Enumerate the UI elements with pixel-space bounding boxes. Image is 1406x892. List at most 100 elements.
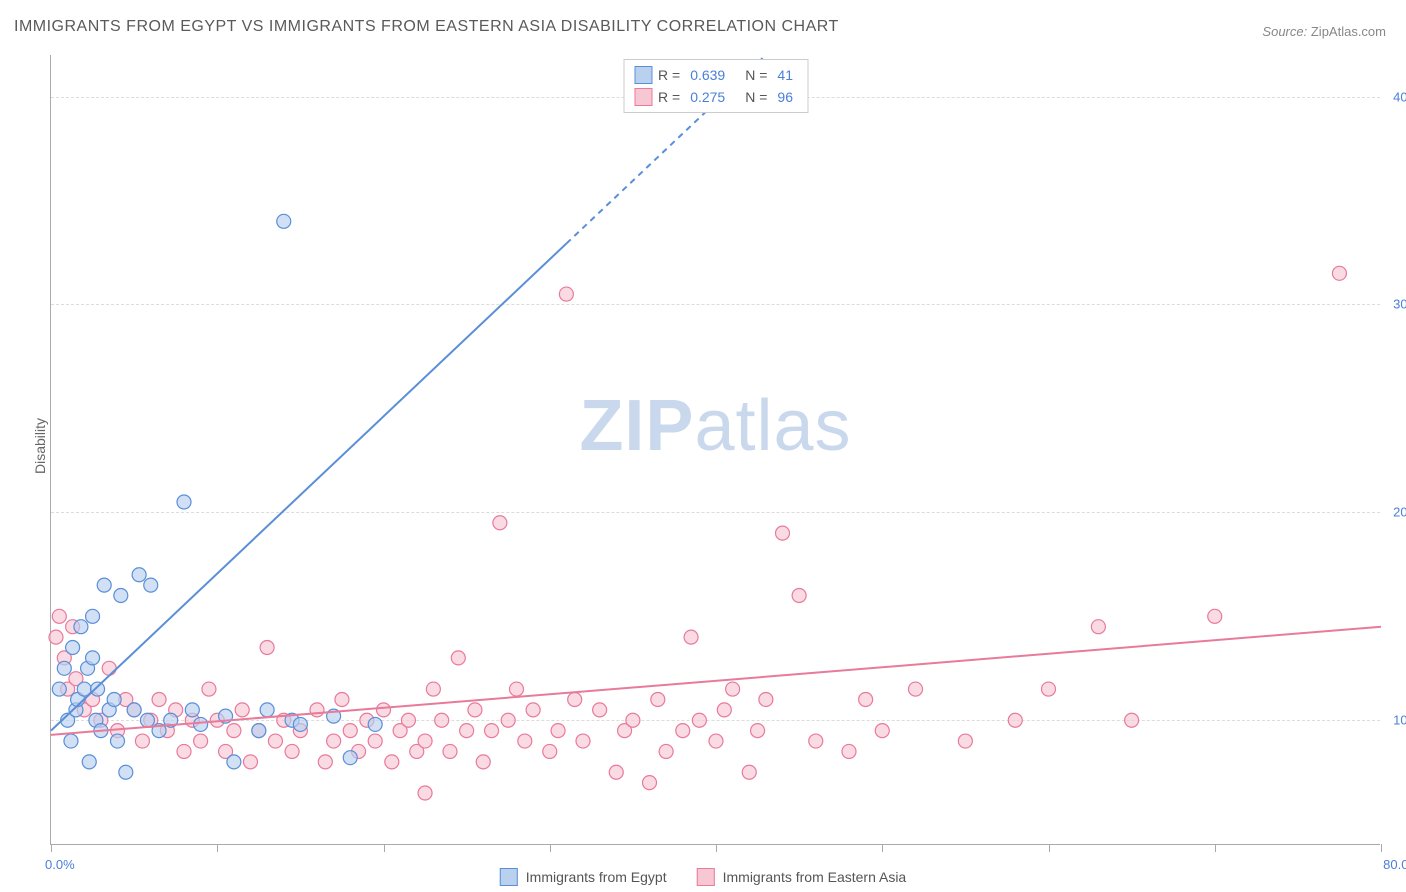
scatter-point bbox=[368, 734, 382, 748]
legend-n-label-0: N = bbox=[745, 67, 767, 83]
scatter-point bbox=[676, 724, 690, 738]
scatter-point bbox=[726, 682, 740, 696]
scatter-point bbox=[551, 724, 565, 738]
scatter-point bbox=[717, 703, 731, 717]
scatter-point bbox=[194, 734, 208, 748]
scatter-point bbox=[227, 755, 241, 769]
xtick bbox=[51, 844, 52, 852]
scatter-point bbox=[809, 734, 823, 748]
series-legend: Immigrants from Egypt Immigrants from Ea… bbox=[500, 868, 906, 886]
scatter-point bbox=[177, 744, 191, 758]
scatter-point bbox=[510, 682, 524, 696]
scatter-point bbox=[127, 703, 141, 717]
legend-n-value-0: 41 bbox=[777, 67, 793, 83]
scatter-point bbox=[692, 713, 706, 727]
scatter-point bbox=[709, 734, 723, 748]
scatter-point bbox=[1042, 682, 1056, 696]
scatter-point bbox=[119, 765, 133, 779]
scatter-point bbox=[593, 703, 607, 717]
series-name-1: Immigrants from Eastern Asia bbox=[723, 869, 907, 885]
chart-title: IMMIGRANTS FROM EGYPT VS IMMIGRANTS FROM… bbox=[14, 18, 839, 36]
scatter-point bbox=[451, 651, 465, 665]
xtick bbox=[716, 844, 717, 852]
scatter-point bbox=[526, 703, 540, 717]
scatter-point bbox=[285, 744, 299, 758]
source-value: ZipAtlas.com bbox=[1311, 24, 1386, 39]
scatter-point bbox=[235, 703, 249, 717]
scatter-point bbox=[177, 495, 191, 509]
source-label: Source: bbox=[1262, 24, 1307, 39]
scatter-point bbox=[310, 703, 324, 717]
y-axis-label: Disability bbox=[32, 418, 48, 474]
legend-swatch-0 bbox=[634, 66, 652, 84]
xtick bbox=[1049, 844, 1050, 852]
scatter-point bbox=[102, 661, 116, 675]
legend-row-series-0: R = 0.639 N = 41 bbox=[634, 64, 797, 86]
legend-n-label-1: N = bbox=[745, 89, 767, 105]
scatter-point bbox=[443, 744, 457, 758]
scatter-point bbox=[82, 755, 96, 769]
scatter-point bbox=[52, 609, 66, 623]
scatter-point bbox=[543, 744, 557, 758]
scatter-point bbox=[343, 751, 357, 765]
scatter-point bbox=[377, 703, 391, 717]
scatter-point bbox=[107, 692, 121, 706]
xtick bbox=[882, 844, 883, 852]
scatter-point bbox=[135, 734, 149, 748]
scatter-point bbox=[485, 724, 499, 738]
scatter-point bbox=[385, 755, 399, 769]
x-axis-min-label: 0.0% bbox=[45, 857, 75, 872]
scatter-point bbox=[1008, 713, 1022, 727]
scatter-point bbox=[144, 578, 158, 592]
scatter-point bbox=[49, 630, 63, 644]
xtick bbox=[384, 844, 385, 852]
scatter-point bbox=[1208, 609, 1222, 623]
scatter-point bbox=[792, 589, 806, 603]
scatter-point bbox=[327, 734, 341, 748]
scatter-point bbox=[293, 717, 307, 731]
x-axis-max-label: 80.0% bbox=[1383, 857, 1406, 872]
scatter-point bbox=[776, 526, 790, 540]
scatter-point bbox=[518, 734, 532, 748]
scatter-point bbox=[152, 692, 166, 706]
scatter-point bbox=[277, 214, 291, 228]
scatter-point bbox=[260, 641, 274, 655]
scatter-point bbox=[401, 713, 415, 727]
correlation-legend: R = 0.639 N = 41 R = 0.275 N = 96 bbox=[623, 59, 808, 113]
scatter-point bbox=[476, 755, 490, 769]
legend-swatch-1 bbox=[634, 88, 652, 106]
scatter-point bbox=[140, 713, 154, 727]
scatter-point bbox=[97, 578, 111, 592]
scatter-point bbox=[86, 651, 100, 665]
legend-r-value-0: 0.639 bbox=[690, 67, 725, 83]
scatter-point bbox=[418, 786, 432, 800]
scatter-point bbox=[335, 692, 349, 706]
scatter-point bbox=[909, 682, 923, 696]
scatter-point bbox=[52, 682, 66, 696]
xtick bbox=[1381, 844, 1382, 852]
scatter-point bbox=[111, 734, 125, 748]
legend-r-label-0: R = bbox=[658, 67, 680, 83]
scatter-point bbox=[318, 755, 332, 769]
scatter-point bbox=[74, 620, 88, 634]
series-name-0: Immigrants from Egypt bbox=[526, 869, 667, 885]
scatter-point bbox=[252, 724, 266, 738]
scatter-point bbox=[468, 703, 482, 717]
legend-row-series-1: R = 0.275 N = 96 bbox=[634, 86, 797, 108]
scatter-point bbox=[958, 734, 972, 748]
xtick bbox=[217, 844, 218, 852]
scatter-point bbox=[435, 713, 449, 727]
scatter-point bbox=[227, 724, 241, 738]
scatter-point bbox=[1125, 713, 1139, 727]
ytick-label: 10.0% bbox=[1386, 713, 1406, 728]
series-legend-item-1: Immigrants from Eastern Asia bbox=[697, 868, 907, 886]
ytick-label: 30.0% bbox=[1386, 297, 1406, 312]
scatter-point bbox=[859, 692, 873, 706]
scatter-point bbox=[418, 734, 432, 748]
scatter-point bbox=[684, 630, 698, 644]
series-swatch-0 bbox=[500, 868, 518, 886]
scatter-point bbox=[576, 734, 590, 748]
scatter-point bbox=[368, 717, 382, 731]
scatter-point bbox=[194, 717, 208, 731]
xtick bbox=[1215, 844, 1216, 852]
